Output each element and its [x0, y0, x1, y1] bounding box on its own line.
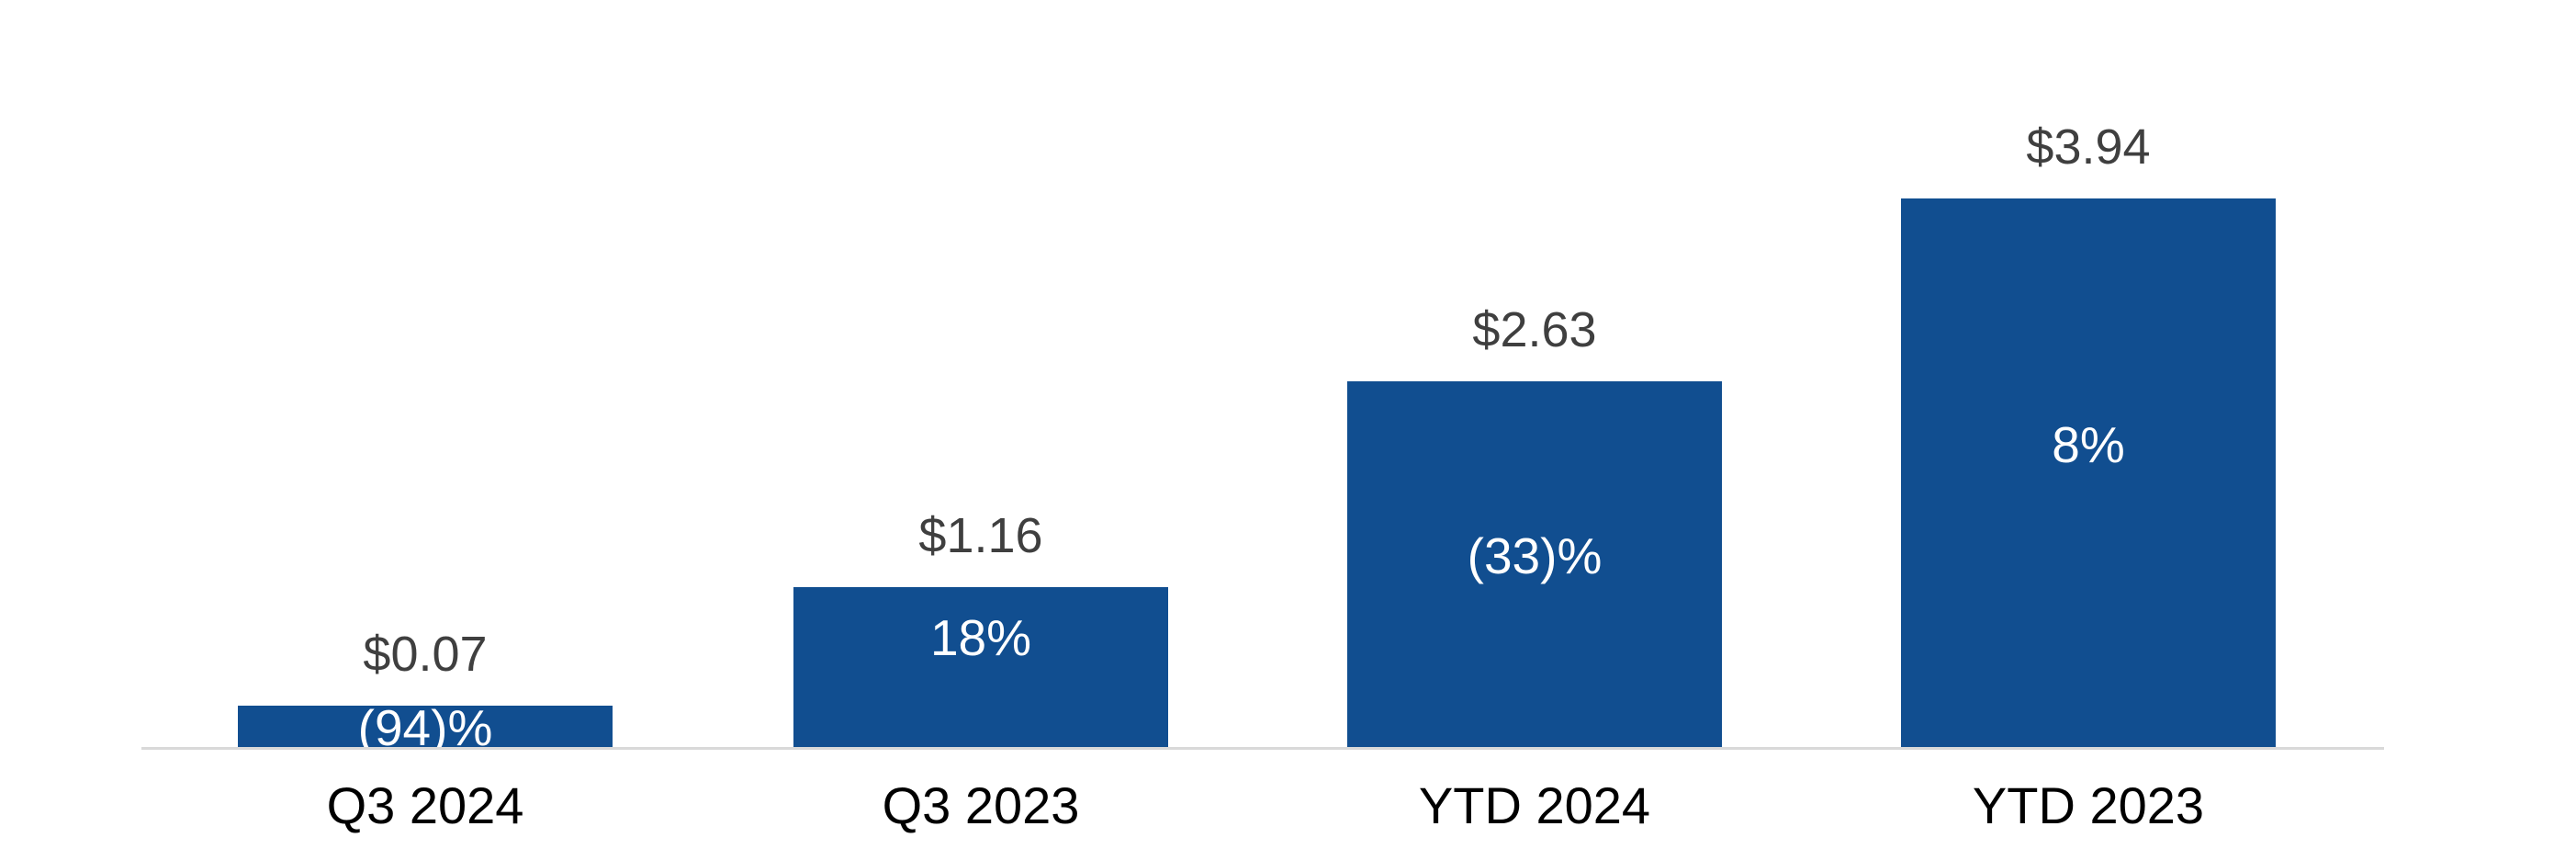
bar-q3-2023 [793, 587, 1168, 748]
x-axis-tick-label: Q3 2024 [326, 776, 524, 834]
x-axis-tick-label: YTD 2024 [1418, 776, 1651, 834]
bar-pct-label: (33)% [1467, 527, 1603, 584]
x-axis-tick-label: Q3 2023 [882, 776, 1080, 834]
bar-ytd-2024 [1347, 381, 1722, 748]
bar-ytd-2023 [1901, 198, 2276, 748]
bar-pct-label: 18% [929, 609, 1032, 666]
bar-value-label: $3.94 [2026, 119, 2151, 175]
bar-value-label: $1.16 [918, 508, 1043, 563]
x-axis-line [141, 747, 2384, 750]
bar-q3-2024 [238, 706, 613, 748]
bar-value-label: $0.07 [363, 627, 488, 682]
bar-pct-label: (94)% [357, 699, 493, 756]
bar-pct-label: 8% [2052, 416, 2125, 473]
bar-value-label: $2.63 [1472, 302, 1597, 357]
x-axis-tick-label: YTD 2023 [1972, 776, 2205, 834]
